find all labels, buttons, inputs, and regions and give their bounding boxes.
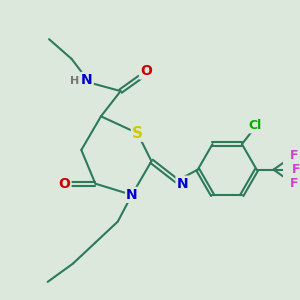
Text: N: N — [176, 177, 188, 191]
Text: N: N — [126, 188, 138, 202]
Text: N: N — [81, 73, 93, 87]
Text: S: S — [132, 126, 143, 141]
Text: F: F — [292, 163, 300, 176]
Text: Cl: Cl — [248, 119, 261, 132]
Text: O: O — [58, 177, 70, 191]
Text: O: O — [140, 64, 152, 78]
Text: F: F — [290, 149, 299, 162]
Text: F: F — [290, 177, 299, 190]
Text: H: H — [70, 76, 79, 86]
